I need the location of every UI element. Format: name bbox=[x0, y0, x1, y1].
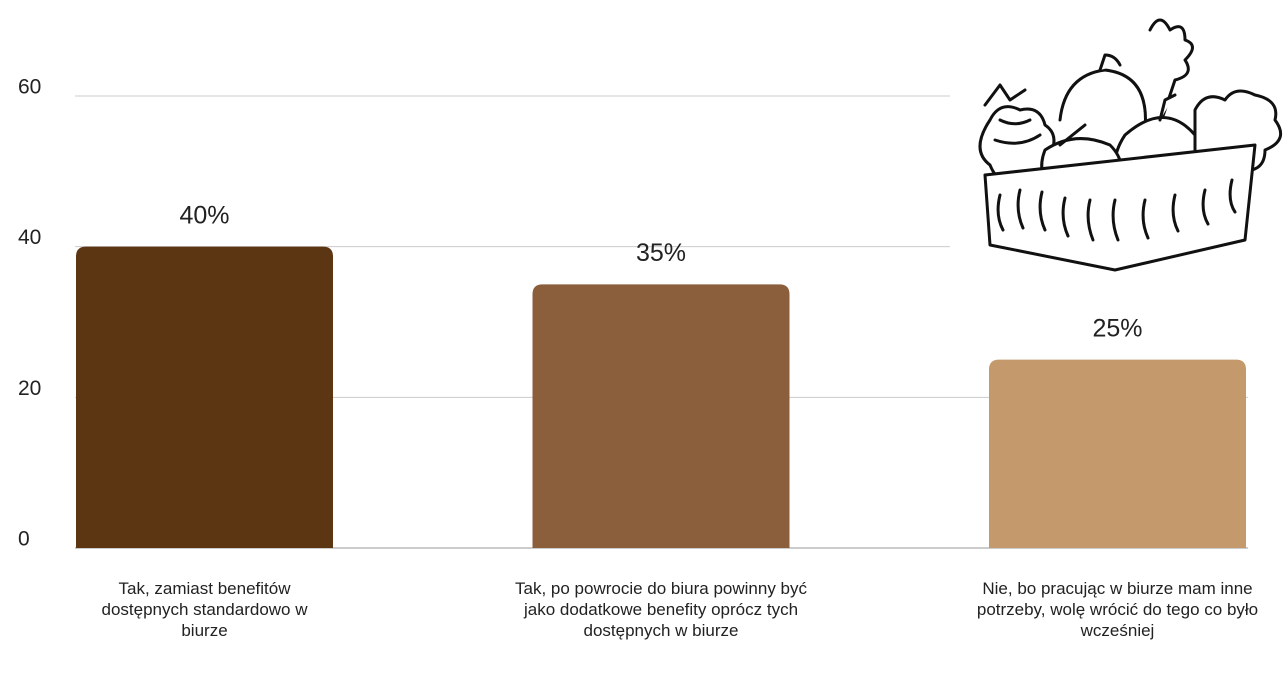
x-tick-label: Nie, bo pracując w biurze mam inne potrz… bbox=[976, 579, 1259, 640]
bar bbox=[989, 359, 1246, 548]
y-tick-label: 60 bbox=[18, 76, 41, 99]
value-label: 40% bbox=[179, 201, 229, 229]
value-label: 25% bbox=[1092, 314, 1142, 342]
y-tick-label: 0 bbox=[18, 528, 30, 551]
bar bbox=[532, 284, 790, 548]
basket-illustration bbox=[950, 10, 1286, 280]
y-tick-label: 40 bbox=[18, 226, 41, 249]
x-tick-label: Tak, po powrocie do biura powinny być ja… bbox=[515, 579, 807, 640]
y-tick-label: 20 bbox=[18, 377, 41, 400]
x-tick-label: Tak, zamiast benefitów dostępnych standa… bbox=[101, 579, 308, 640]
value-label: 35% bbox=[636, 239, 686, 267]
bar bbox=[76, 246, 333, 548]
